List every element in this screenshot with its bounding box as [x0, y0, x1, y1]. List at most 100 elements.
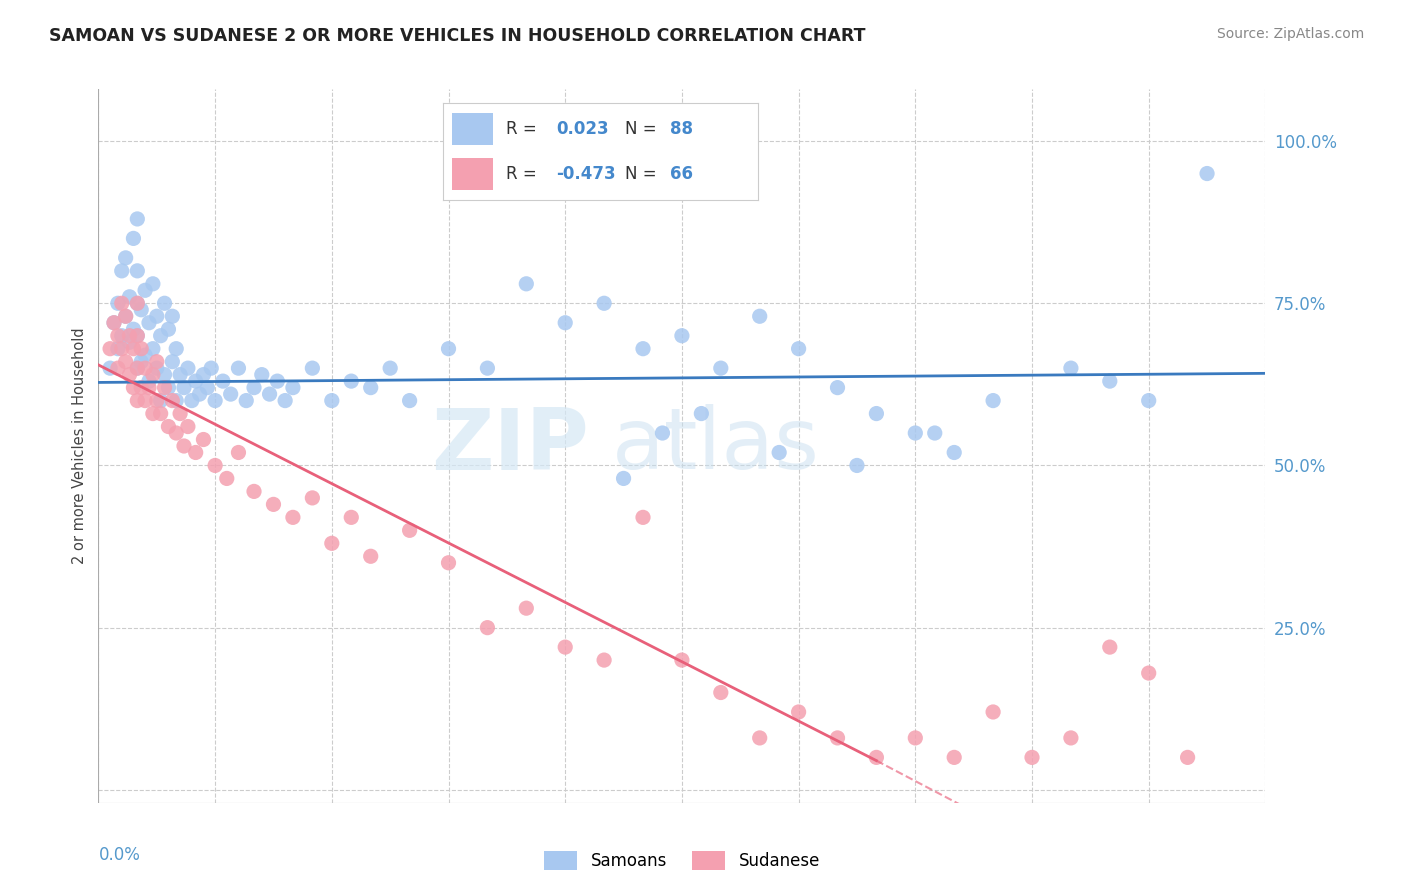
Point: [149, 393, 172, 408]
Point: [129, 354, 152, 368]
Point: [169, 368, 191, 382]
Point: [250, 368, 273, 382]
Point: [118, 335, 141, 350]
Point: [165, 425, 187, 440]
Point: [477, 621, 499, 635]
Point: [437, 342, 460, 356]
Point: [169, 407, 191, 421]
Point: [107, 342, 129, 356]
Point: [219, 387, 242, 401]
Point: [142, 368, 165, 382]
Point: [846, 458, 869, 473]
Point: [134, 348, 156, 362]
Point: [943, 750, 966, 764]
Point: [204, 458, 226, 473]
Point: [127, 393, 149, 408]
Point: [142, 407, 165, 421]
Point: [122, 231, 145, 245]
Point: [1021, 750, 1043, 764]
Point: [398, 393, 420, 408]
Point: [127, 361, 149, 376]
Point: [146, 361, 169, 376]
Point: [301, 491, 323, 505]
Point: [378, 361, 402, 376]
Point: [281, 510, 304, 524]
Point: [1060, 731, 1083, 745]
Point: [138, 316, 160, 330]
Point: [515, 601, 537, 615]
Point: [340, 374, 363, 388]
Point: [134, 361, 156, 376]
Point: [204, 393, 226, 408]
Text: atlas: atlas: [612, 404, 820, 488]
Point: [162, 393, 184, 408]
Point: [142, 342, 165, 356]
Point: [243, 484, 266, 499]
Point: [122, 322, 145, 336]
Point: [437, 556, 460, 570]
Point: [153, 296, 176, 310]
Point: [134, 393, 156, 408]
Point: [904, 731, 927, 745]
Point: [981, 393, 1004, 408]
Point: [188, 387, 211, 401]
Point: [748, 310, 770, 324]
Point: [340, 510, 363, 524]
Point: [827, 381, 849, 395]
Point: [1098, 640, 1121, 654]
Point: [215, 471, 238, 485]
Point: [613, 471, 636, 485]
Point: [177, 419, 200, 434]
Point: [228, 445, 250, 459]
Point: [690, 407, 713, 421]
Point: [477, 361, 499, 376]
Point: [127, 296, 149, 310]
Point: [129, 381, 152, 395]
Point: [200, 361, 222, 376]
Point: [193, 433, 215, 447]
Point: [360, 381, 382, 395]
Point: [671, 653, 693, 667]
Point: [98, 342, 121, 356]
Point: [127, 328, 149, 343]
Point: [165, 393, 187, 408]
Point: [162, 354, 184, 368]
Point: [165, 342, 187, 356]
Point: [127, 296, 149, 310]
Point: [243, 381, 266, 395]
Point: [515, 277, 537, 291]
Point: [138, 381, 160, 395]
Point: [398, 524, 420, 538]
Point: [1177, 750, 1199, 764]
Point: [228, 361, 250, 376]
Point: [114, 310, 136, 324]
Point: [235, 393, 257, 408]
Point: [111, 342, 134, 356]
Point: [1098, 374, 1121, 388]
Point: [103, 316, 125, 330]
Point: [1195, 167, 1218, 181]
Point: [281, 381, 304, 395]
Point: [321, 393, 343, 408]
Point: [184, 445, 207, 459]
Point: [865, 750, 887, 764]
Point: [266, 374, 288, 388]
Point: [149, 328, 172, 343]
Point: [138, 374, 160, 388]
Point: [107, 296, 129, 310]
Point: [710, 361, 733, 376]
Point: [301, 361, 323, 376]
Point: [924, 425, 946, 440]
Point: [107, 328, 129, 343]
Point: [787, 342, 810, 356]
Point: [103, 316, 125, 330]
Point: [904, 425, 927, 440]
Point: [157, 381, 180, 395]
Point: [173, 439, 195, 453]
Point: [710, 685, 733, 699]
Point: [153, 368, 176, 382]
Point: [981, 705, 1004, 719]
Point: [360, 549, 382, 564]
Point: [593, 296, 616, 310]
Point: [127, 211, 149, 226]
